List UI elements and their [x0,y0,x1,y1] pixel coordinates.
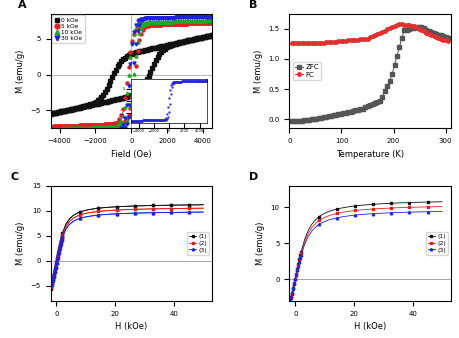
(1) [431,200,437,204]
Line: (1): (1) [0,203,204,318]
FC [425,32,431,36]
ZFC [415,25,421,29]
Text: D: D [248,172,258,183]
(2) [193,206,198,210]
(1) [292,277,297,282]
FC [369,34,375,38]
ZFC [335,112,341,116]
FC [335,39,341,43]
ZFC [444,36,450,40]
Line: ZFC: ZFC [290,25,449,123]
Text: A: A [18,0,27,10]
(3) [438,209,444,213]
ZFC [325,115,330,119]
Text: C: C [10,172,18,183]
(2) [0,309,3,313]
X-axis label: Field (Oe): Field (Oe) [111,150,151,159]
ZFC [425,29,431,33]
FC [440,38,445,42]
FC [289,42,294,46]
Y-axis label: M (emu/g): M (emu/g) [16,222,25,265]
(2) [292,277,297,282]
(3) [431,210,437,214]
(3) [193,210,198,214]
(1) [193,203,198,207]
(2) [200,206,206,210]
(3) [292,277,297,282]
X-axis label: H (kOe): H (kOe) [353,322,386,331]
Y-axis label: M (emu/g): M (emu/g) [16,49,25,93]
FC [354,38,360,42]
FC [325,40,330,44]
(2) [438,204,444,209]
Line: (3): (3) [0,211,204,311]
Legend: (1), (2), (3): (1), (2), (3) [425,232,447,255]
X-axis label: Temperature (K): Temperature (K) [336,150,403,159]
Line: (2): (2) [147,205,442,338]
ZFC [289,119,294,123]
Line: (1): (1) [147,200,442,338]
Legend: ZFC, FC: ZFC, FC [292,62,320,80]
(3) [0,306,3,310]
ZFC [440,34,445,38]
Text: B: B [248,0,257,10]
ZFC [369,102,375,106]
(3) [54,261,59,265]
Line: (3): (3) [147,210,442,338]
(3) [200,210,206,214]
(2) [54,261,59,265]
Line: (2): (2) [0,207,204,315]
Y-axis label: M (emu/g): M (emu/g) [253,49,263,93]
ZFC [354,108,360,112]
Legend: (1), (2), (3): (1), (2), (3) [186,232,208,255]
(1) [0,313,3,317]
FC [444,39,450,43]
Line: FC: FC [290,22,449,45]
Y-axis label: M (emu/g): M (emu/g) [256,222,264,265]
X-axis label: H (kOe): H (kOe) [115,322,147,331]
FC [396,22,401,26]
(1) [200,203,206,207]
(1) [54,262,59,266]
(2) [431,205,437,209]
(1) [438,200,444,204]
Legend: 0 kOe, 5 kOe, 10 kOe, 30 kOe: 0 kOe, 5 kOe, 10 kOe, 30 kOe [52,15,84,43]
